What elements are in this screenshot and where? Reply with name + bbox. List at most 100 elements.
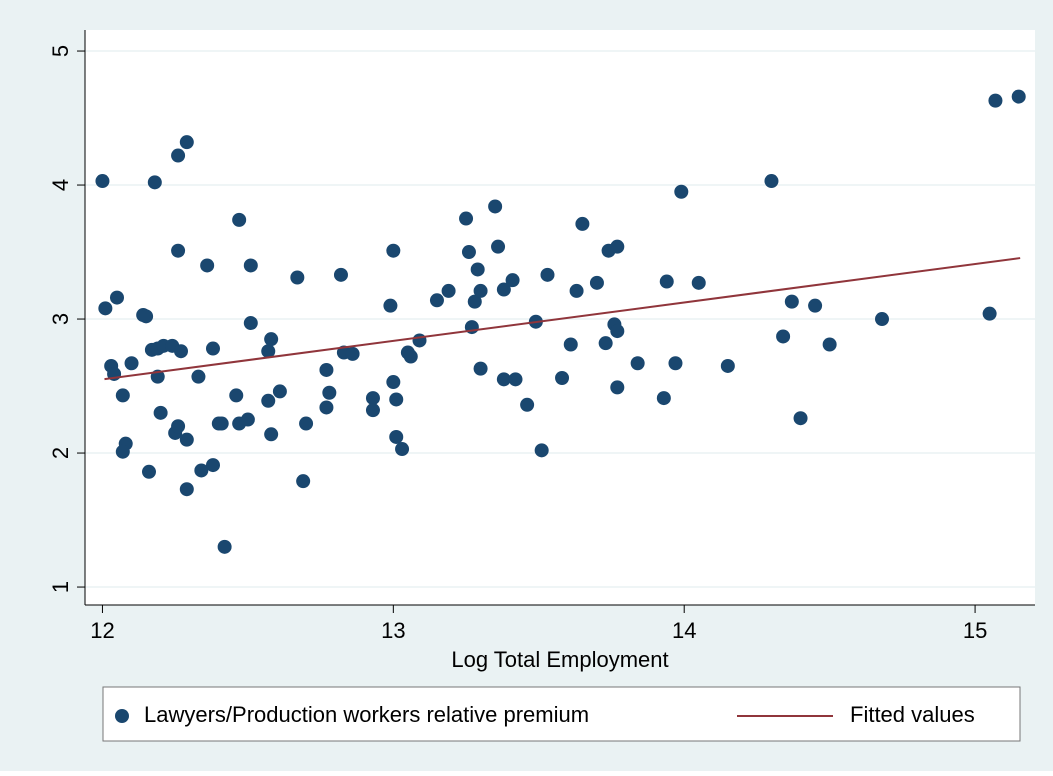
point [459, 211, 474, 226]
point [243, 258, 258, 273]
point [319, 362, 334, 377]
point [290, 270, 305, 285]
point [389, 429, 404, 444]
point [200, 258, 215, 273]
point [171, 419, 186, 434]
y-tick-label: 3 [48, 313, 73, 325]
point [412, 333, 427, 348]
point [261, 344, 276, 359]
point [630, 356, 645, 371]
point [98, 301, 113, 316]
x-tick-label: 15 [963, 618, 987, 643]
point [540, 267, 555, 282]
point [194, 463, 209, 478]
point [720, 358, 735, 373]
point [563, 337, 578, 352]
point [217, 539, 232, 554]
fit-line [104, 257, 1021, 381]
point [659, 274, 674, 289]
point [264, 427, 279, 442]
x-axis-label: Log Total Employment [451, 647, 668, 672]
point [95, 174, 110, 189]
point [124, 356, 139, 371]
point [793, 411, 808, 426]
point [589, 275, 604, 290]
point [874, 312, 889, 327]
point [668, 356, 683, 371]
point [776, 329, 791, 344]
point [179, 432, 194, 447]
point [383, 298, 398, 313]
point [1011, 89, 1026, 104]
point [345, 346, 360, 361]
point [243, 316, 258, 331]
point [386, 243, 401, 258]
point [441, 283, 456, 298]
point [389, 392, 404, 407]
point [569, 283, 584, 298]
point [141, 464, 156, 479]
point [264, 332, 279, 347]
point [691, 275, 706, 290]
y-tick-label: 5 [48, 45, 73, 57]
point [508, 372, 523, 387]
point [173, 344, 188, 359]
point [319, 400, 334, 415]
point [205, 458, 220, 473]
point [232, 212, 247, 227]
point [179, 482, 194, 497]
x-tick-label: 13 [381, 618, 405, 643]
point [153, 405, 168, 420]
legend-label: Lawyers/Production workers relative prem… [144, 702, 589, 727]
point [147, 175, 162, 190]
plot-area [85, 30, 1035, 605]
point [505, 273, 520, 288]
y-tick-label: 4 [48, 179, 73, 191]
point [365, 391, 380, 406]
point [322, 385, 337, 400]
point [674, 184, 689, 199]
point [822, 337, 837, 352]
point [240, 412, 255, 427]
x-tick-label: 12 [90, 618, 114, 643]
point [171, 148, 186, 163]
point [395, 442, 410, 457]
point [171, 243, 186, 258]
point [386, 375, 401, 390]
point [115, 388, 130, 403]
point [429, 293, 444, 308]
point [333, 267, 348, 282]
point [610, 239, 625, 254]
point [575, 216, 590, 231]
point [461, 245, 476, 260]
point [365, 403, 380, 418]
point [296, 474, 311, 489]
point [808, 298, 823, 313]
point [496, 372, 511, 387]
point [205, 341, 220, 356]
point [272, 384, 287, 399]
point [214, 416, 229, 431]
point [403, 349, 418, 364]
point [229, 388, 244, 403]
point [109, 290, 124, 305]
x-tick-label: 14 [672, 618, 696, 643]
point [488, 199, 503, 214]
point [610, 324, 625, 339]
point [534, 443, 549, 458]
y-tick-label: 2 [48, 447, 73, 459]
point [115, 444, 130, 459]
point [656, 391, 671, 406]
legend-label: Fitted values [850, 702, 975, 727]
point [784, 294, 799, 309]
point [139, 309, 154, 324]
point [491, 239, 506, 254]
point [473, 361, 488, 376]
point [764, 174, 779, 189]
point [598, 336, 613, 351]
legend [102, 686, 1021, 742]
point [191, 369, 206, 384]
point [299, 416, 314, 431]
point [470, 262, 485, 277]
